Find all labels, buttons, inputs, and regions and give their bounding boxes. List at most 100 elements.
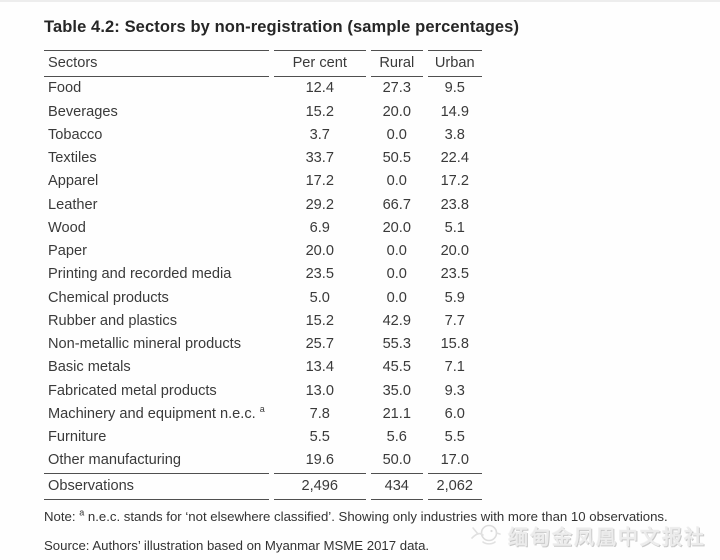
value-cell: 12.4 <box>305 80 334 97</box>
table-row: Food 12.4 27.3 9.5 <box>44 77 482 100</box>
sector-label: Wood <box>48 219 86 236</box>
value-cell: 3.7 <box>309 126 330 143</box>
table-row: Fabricated metal products 13.0 35.0 9.3 <box>44 380 482 403</box>
table-body: Food 12.4 27.3 9.5 Beverages 15.2 20.0 14.9 Toba… <box>44 77 482 472</box>
table-row: Paper 20.0 0.0 20.0 <box>44 240 482 263</box>
table-row: Beverages 15.2 20.0 14.9 <box>44 101 482 124</box>
value-cell: 35.0 <box>382 382 411 399</box>
sector-label: Printing and recorded media <box>48 266 232 283</box>
value-cell: 13.0 <box>305 382 334 399</box>
sector-label: Non-metallic mineral products <box>48 336 242 352</box>
value-cell: 15.2 <box>305 103 334 120</box>
table-footer: Observations 2,496 434 2,062 <box>44 472 482 500</box>
value-cell: 66.7 <box>382 196 411 213</box>
sector-label: Other manufacturing <box>48 452 182 469</box>
source-text: Source: Authors’ illustration based on M… <box>44 537 430 553</box>
value-cell: 0.0 <box>386 126 407 143</box>
table-row: Chemical products 5.0 0.0 5.9 <box>44 287 482 310</box>
value-cell: 50.0 <box>382 452 411 469</box>
value-cell: 7.1 <box>444 359 465 376</box>
table-row: Other manufacturing 19.6 50.0 17.0 <box>44 449 482 472</box>
value-cell: 17.2 <box>440 173 469 190</box>
value-cell: 7.7 <box>444 312 465 329</box>
sectors-table: Sectors Per cent Rural Urban Food 12.4 27.… <box>39 50 487 500</box>
column-header-rural: Rural <box>370 50 423 78</box>
column-header-urban: Urban <box>427 50 482 78</box>
value-cell: 45.5 <box>382 359 411 376</box>
value-cell: 23.5 <box>440 266 469 283</box>
table-row: Basic metals 13.4 45.5 7.1 <box>44 356 482 379</box>
sector-label: Paper <box>48 243 87 259</box>
table-row: Printing and recorded media 23.5 0.0 23.5 <box>44 263 482 286</box>
sector-label: Basic metals <box>48 359 131 376</box>
value-cell: 23.5 <box>305 266 334 283</box>
table-header: Sectors Per cent Rural Urban <box>44 50 482 78</box>
value-cell: 19.6 <box>305 452 334 469</box>
table-row: Machinery and equipment n.e.c. a 7.8 21.1 6… <box>44 403 482 426</box>
value-cell: 27.3 <box>382 80 411 97</box>
value-cell: 6.0 <box>444 405 465 422</box>
observations-label: Observations <box>44 472 269 500</box>
value-cell: 14.9 <box>440 103 469 120</box>
sector-label: Furniture <box>48 429 107 445</box>
value-cell: 20.0 <box>382 219 411 236</box>
column-header-percent: Per cent <box>273 50 366 78</box>
sector-label: Apparel <box>48 173 99 190</box>
value-cell: 22.4 <box>440 150 469 166</box>
value-cell: 17.2 <box>305 173 334 190</box>
value-cell: 29.2 <box>305 196 334 213</box>
sector-label: Beverages <box>48 103 118 120</box>
value-cell: 5.1 <box>444 219 465 236</box>
observations-rural: 434 <box>370 472 423 500</box>
note-body: n.e.c. stands for ‘not elsewhere classif… <box>84 508 668 524</box>
value-cell: 5.6 <box>386 429 407 445</box>
value-cell: 9.5 <box>444 80 465 97</box>
value-cell: 15.2 <box>305 312 334 329</box>
sector-label: Tobacco <box>48 126 103 143</box>
observations-percent: 2,496 <box>273 472 366 500</box>
table-row: Furniture 5.5 5.6 5.5 <box>44 426 482 449</box>
value-cell: 21.1 <box>382 405 411 422</box>
sector-label: Rubber and plastics <box>48 312 177 329</box>
footnote-marker: a <box>79 507 85 518</box>
note-text: Note: a n.e.c. stands for ‘not elsewhere… <box>44 507 720 524</box>
table-row: Wood 6.9 20.0 5.1 <box>44 217 482 240</box>
watermark: 缅甸金凤凰中文报社 <box>469 521 706 550</box>
value-cell: 0.0 <box>386 243 407 259</box>
phoenix-logo-icon <box>471 524 501 545</box>
sector-label: Chemical products <box>48 289 169 306</box>
value-cell: 25.7 <box>305 336 334 352</box>
sector-label: Food <box>48 80 82 97</box>
value-cell: 20.0 <box>305 243 334 259</box>
observations-urban: 2,062 <box>427 472 482 500</box>
watermark-text: 缅甸金凤凰中文报社 <box>508 525 706 549</box>
value-cell: 23.8 <box>440 196 469 213</box>
value-cell: 0.0 <box>386 289 407 306</box>
table-row: Non-metallic mineral products 25.7 55.3 15.… <box>44 333 482 356</box>
table-row: Textiles 33.7 50.5 22.4 <box>44 147 482 170</box>
footnote-marker: a <box>259 403 265 414</box>
sector-label: Leather <box>48 196 98 213</box>
value-cell: 0.0 <box>386 266 407 283</box>
table-row: Rubber and plastics 15.2 42.9 7.7 <box>44 310 482 333</box>
table-title: Table 4.2: Sectors by non-registration (… <box>44 18 520 36</box>
table-row: Apparel 17.2 0.0 17.2 <box>44 170 482 193</box>
value-cell: 15.8 <box>440 336 469 352</box>
value-cell: 6.9 <box>309 219 330 236</box>
value-cell: 42.9 <box>382 312 411 329</box>
sector-label: Textiles <box>48 150 97 166</box>
value-cell: 5.9 <box>444 289 465 306</box>
value-cell: 5.5 <box>444 429 465 445</box>
column-header-sectors: Sectors <box>44 50 269 78</box>
value-cell: 5.0 <box>309 289 330 306</box>
value-cell: 50.5 <box>382 150 411 166</box>
table-row: Leather 29.2 66.7 23.8 <box>44 194 482 217</box>
value-cell: 3.8 <box>444 126 465 143</box>
observations-row: Observations 2,496 434 2,062 <box>44 472 482 500</box>
sector-label: Machinery and equipment n.e.c. a <box>48 403 265 422</box>
value-cell: 17.0 <box>440 452 469 469</box>
value-cell: 20.0 <box>440 243 469 259</box>
sector-label: Fabricated metal products <box>48 382 217 399</box>
value-cell: 9.3 <box>444 382 465 399</box>
